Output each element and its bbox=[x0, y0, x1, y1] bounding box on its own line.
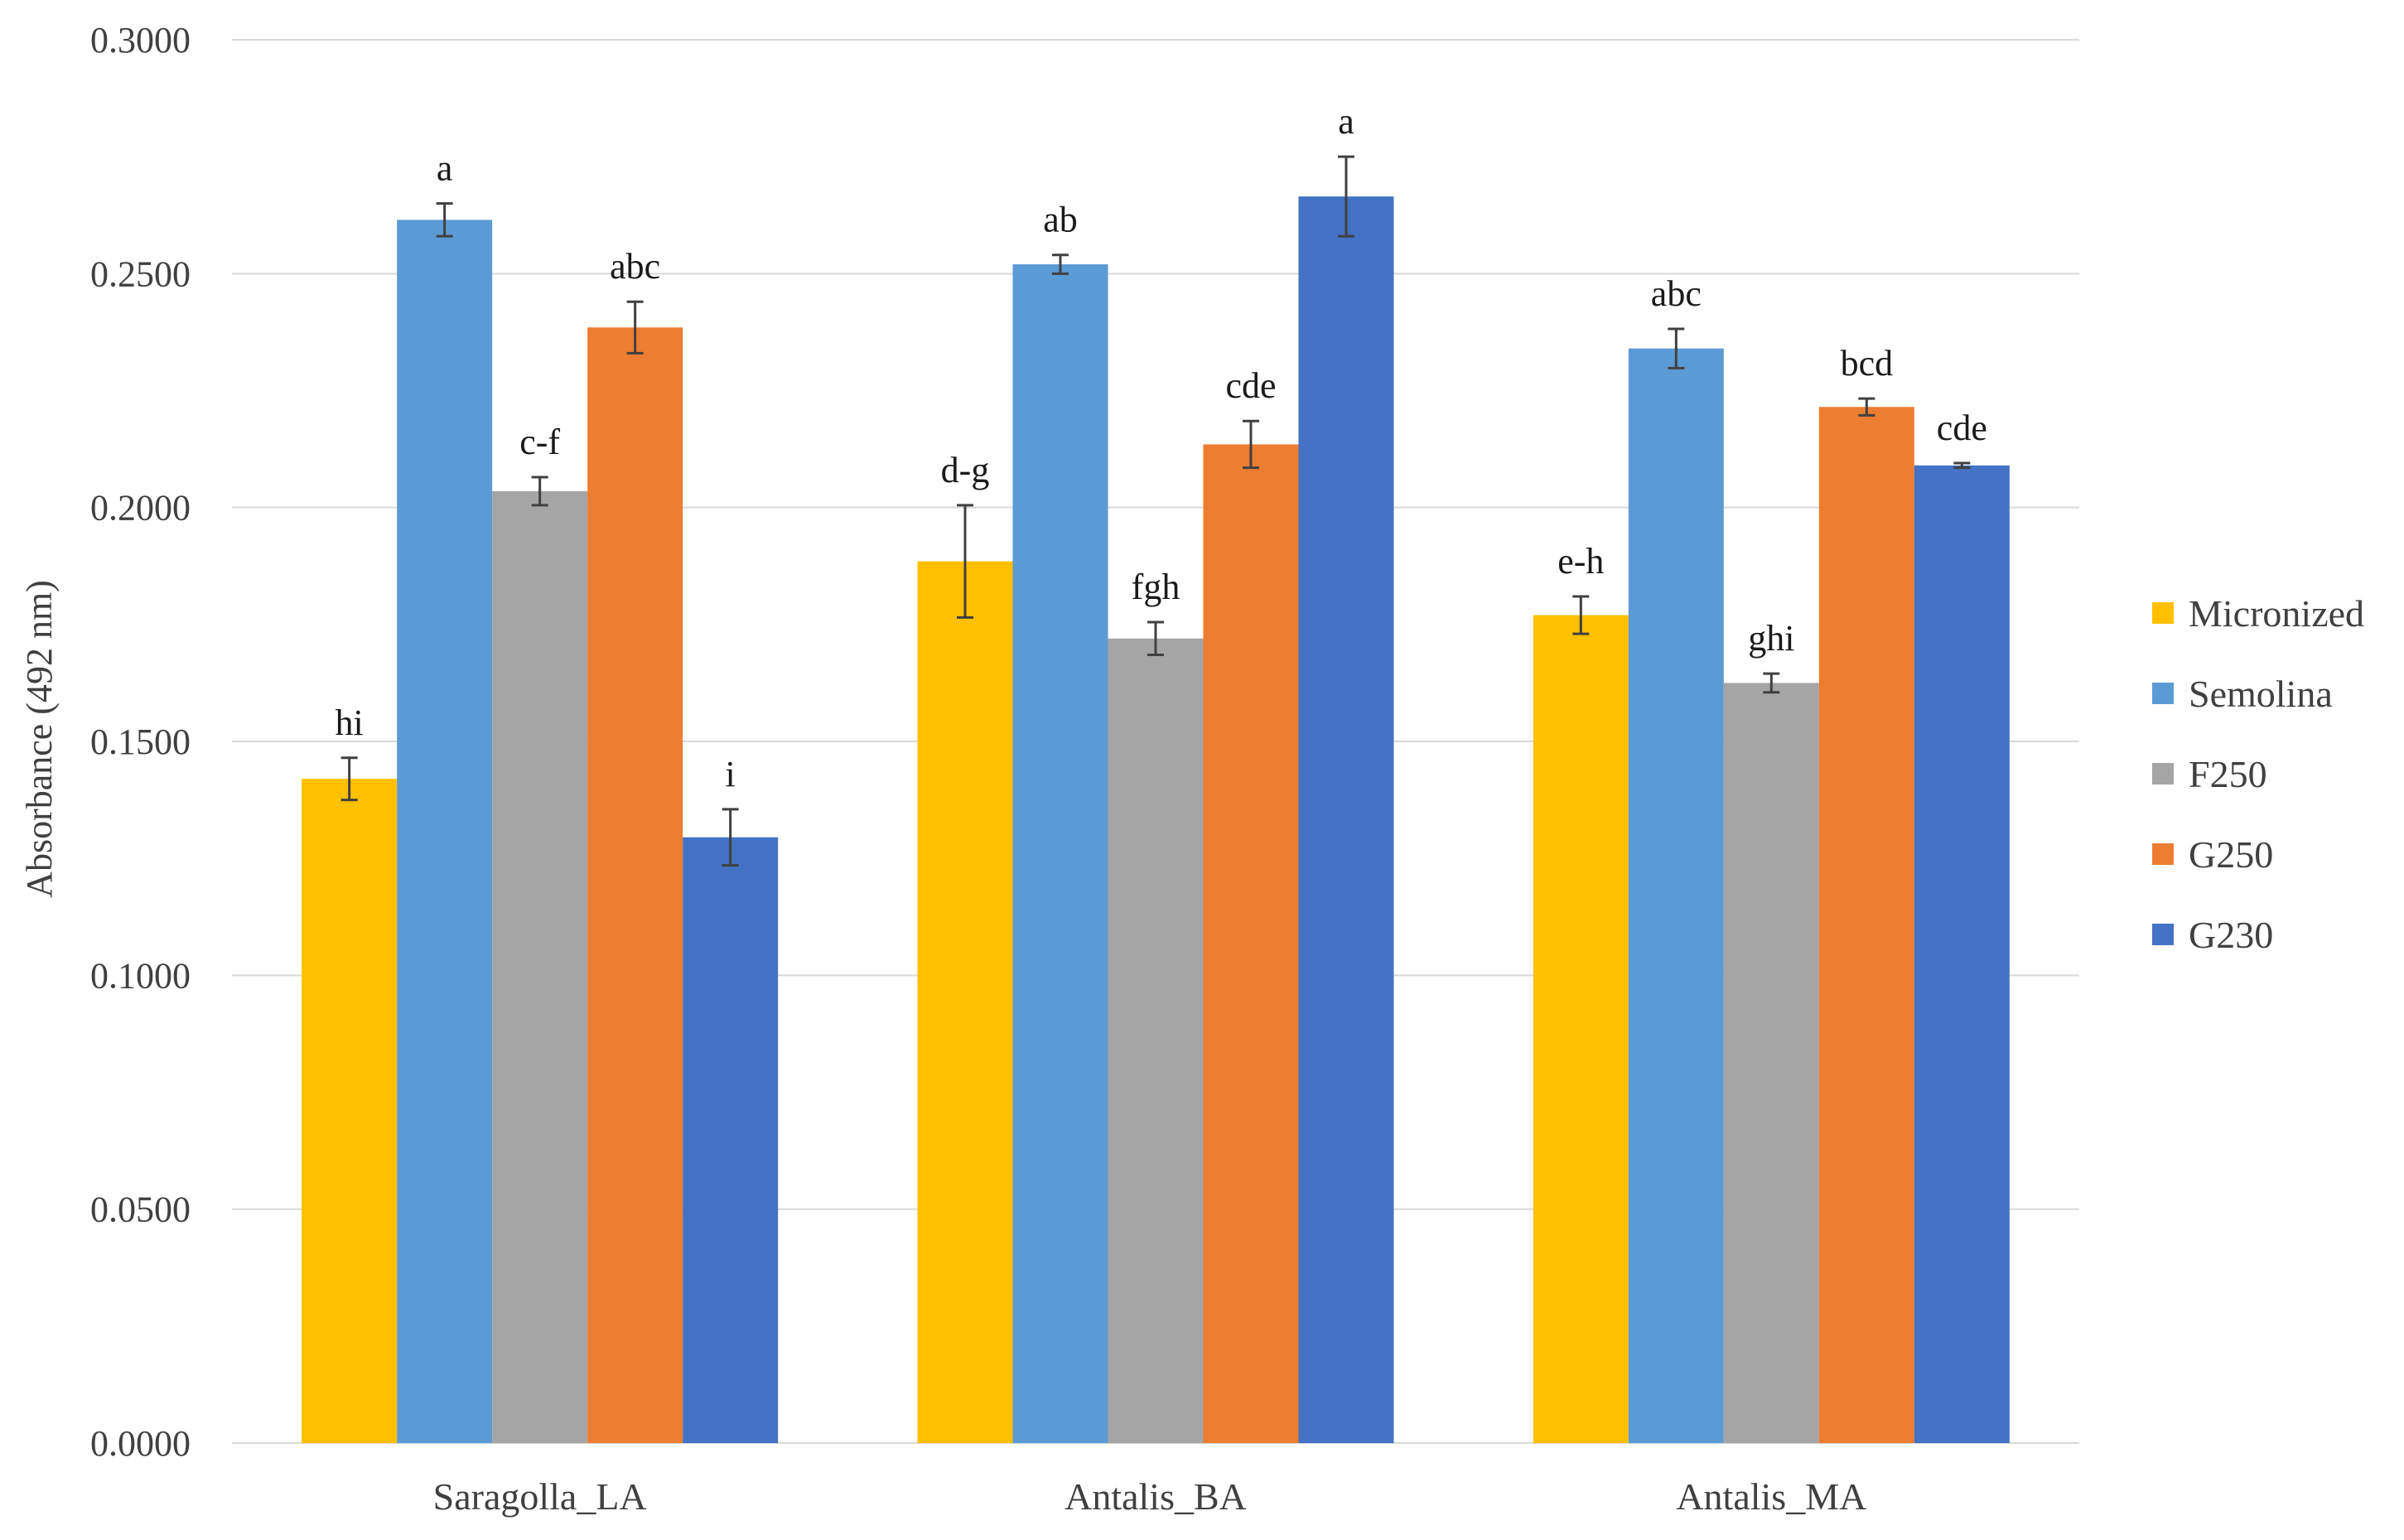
significance-labels: hi a c-f abc i d-g ab fgh cde a e-h abc ghi bcd cde bbox=[335, 101, 1987, 794]
bar-f250-saragolla_la bbox=[492, 490, 588, 1443]
bar-micronized-antalis_ma bbox=[1533, 615, 1629, 1443]
bar-g230-antalis_ma bbox=[1914, 465, 2010, 1443]
significance-label: abc bbox=[1651, 273, 1702, 314]
significance-label: bcd bbox=[1841, 343, 1894, 384]
bar-semolina-antalis_ba bbox=[1012, 264, 1108, 1443]
legend: Micronized Semolina F250 G250 G230 bbox=[2152, 592, 2364, 956]
legend-label-g230: G230 bbox=[2189, 914, 2273, 956]
legend-swatch-f250 bbox=[2152, 763, 2174, 784]
legend-label-g250: G250 bbox=[2189, 833, 2273, 876]
legend-label-f250: F250 bbox=[2189, 753, 2267, 795]
x-axis-categories: Saragolla_LA Antalis_BA Antalis_MA bbox=[433, 1475, 1867, 1518]
x-category-label: Antalis_BA bbox=[1064, 1475, 1247, 1518]
legend-swatch-semolina bbox=[2152, 683, 2174, 704]
bar-micronized-saragolla_la bbox=[302, 779, 398, 1443]
significance-label: ab bbox=[1043, 200, 1078, 240]
bar-f250-antalis_ba bbox=[1108, 638, 1204, 1443]
y-tick-label: 0.0500 bbox=[90, 1190, 191, 1230]
significance-label: d-g bbox=[941, 450, 990, 490]
significance-label: c-f bbox=[519, 422, 560, 462]
y-tick-label: 0.2000 bbox=[90, 488, 191, 529]
bar-g230-saragolla_la bbox=[683, 837, 779, 1443]
bar-semolina-antalis_ma bbox=[1628, 348, 1724, 1444]
y-axis-title: Absorbance (492 nm) bbox=[19, 580, 60, 898]
significance-label: ghi bbox=[1748, 618, 1794, 659]
significance-label: abc bbox=[610, 246, 660, 287]
x-category-label: Antalis_MA bbox=[1676, 1475, 1866, 1518]
significance-label: i bbox=[726, 754, 736, 794]
bar-semolina-saragolla_la bbox=[397, 220, 493, 1443]
legend-label-semolina: Semolina bbox=[2189, 673, 2333, 715]
bar-g250-antalis_ma bbox=[1818, 407, 1914, 1444]
significance-label: e-h bbox=[1557, 541, 1604, 582]
significance-label: cde bbox=[1937, 408, 1987, 448]
significance-label: fgh bbox=[1132, 567, 1180, 607]
significance-label: a bbox=[437, 148, 453, 189]
y-tick-label: 0.3000 bbox=[90, 20, 191, 60]
legend-swatch-g250 bbox=[2152, 843, 2174, 865]
bar-g250-antalis_ba bbox=[1203, 444, 1299, 1443]
y-tick-label: 0.0000 bbox=[90, 1423, 191, 1464]
significance-label: hi bbox=[335, 702, 364, 743]
y-axis-ticks: 0.0000 0.0500 0.1000 0.1500 0.2000 0.2500 0.30… bbox=[90, 20, 191, 1464]
y-tick-label: 0.1000 bbox=[90, 955, 191, 996]
bar-micronized-antalis_ba bbox=[917, 561, 1013, 1444]
legend-swatch-g230 bbox=[2152, 924, 2174, 945]
bars bbox=[302, 196, 2010, 1444]
significance-label: a bbox=[1338, 101, 1354, 142]
legend-swatch-micronized bbox=[2152, 602, 2174, 624]
error-bars bbox=[340, 155, 1971, 867]
y-tick-label: 0.2500 bbox=[90, 253, 191, 294]
bar-g250-saragolla_la bbox=[587, 327, 683, 1443]
significance-label: cde bbox=[1225, 365, 1276, 406]
bar-f250-antalis_ma bbox=[1723, 683, 1819, 1443]
bar-g230-antalis_ba bbox=[1298, 196, 1394, 1443]
y-tick-label: 0.1500 bbox=[90, 722, 191, 762]
x-category-label: Saragolla_LA bbox=[433, 1475, 647, 1518]
legend-label-micronized: Micronized bbox=[2189, 592, 2364, 635]
